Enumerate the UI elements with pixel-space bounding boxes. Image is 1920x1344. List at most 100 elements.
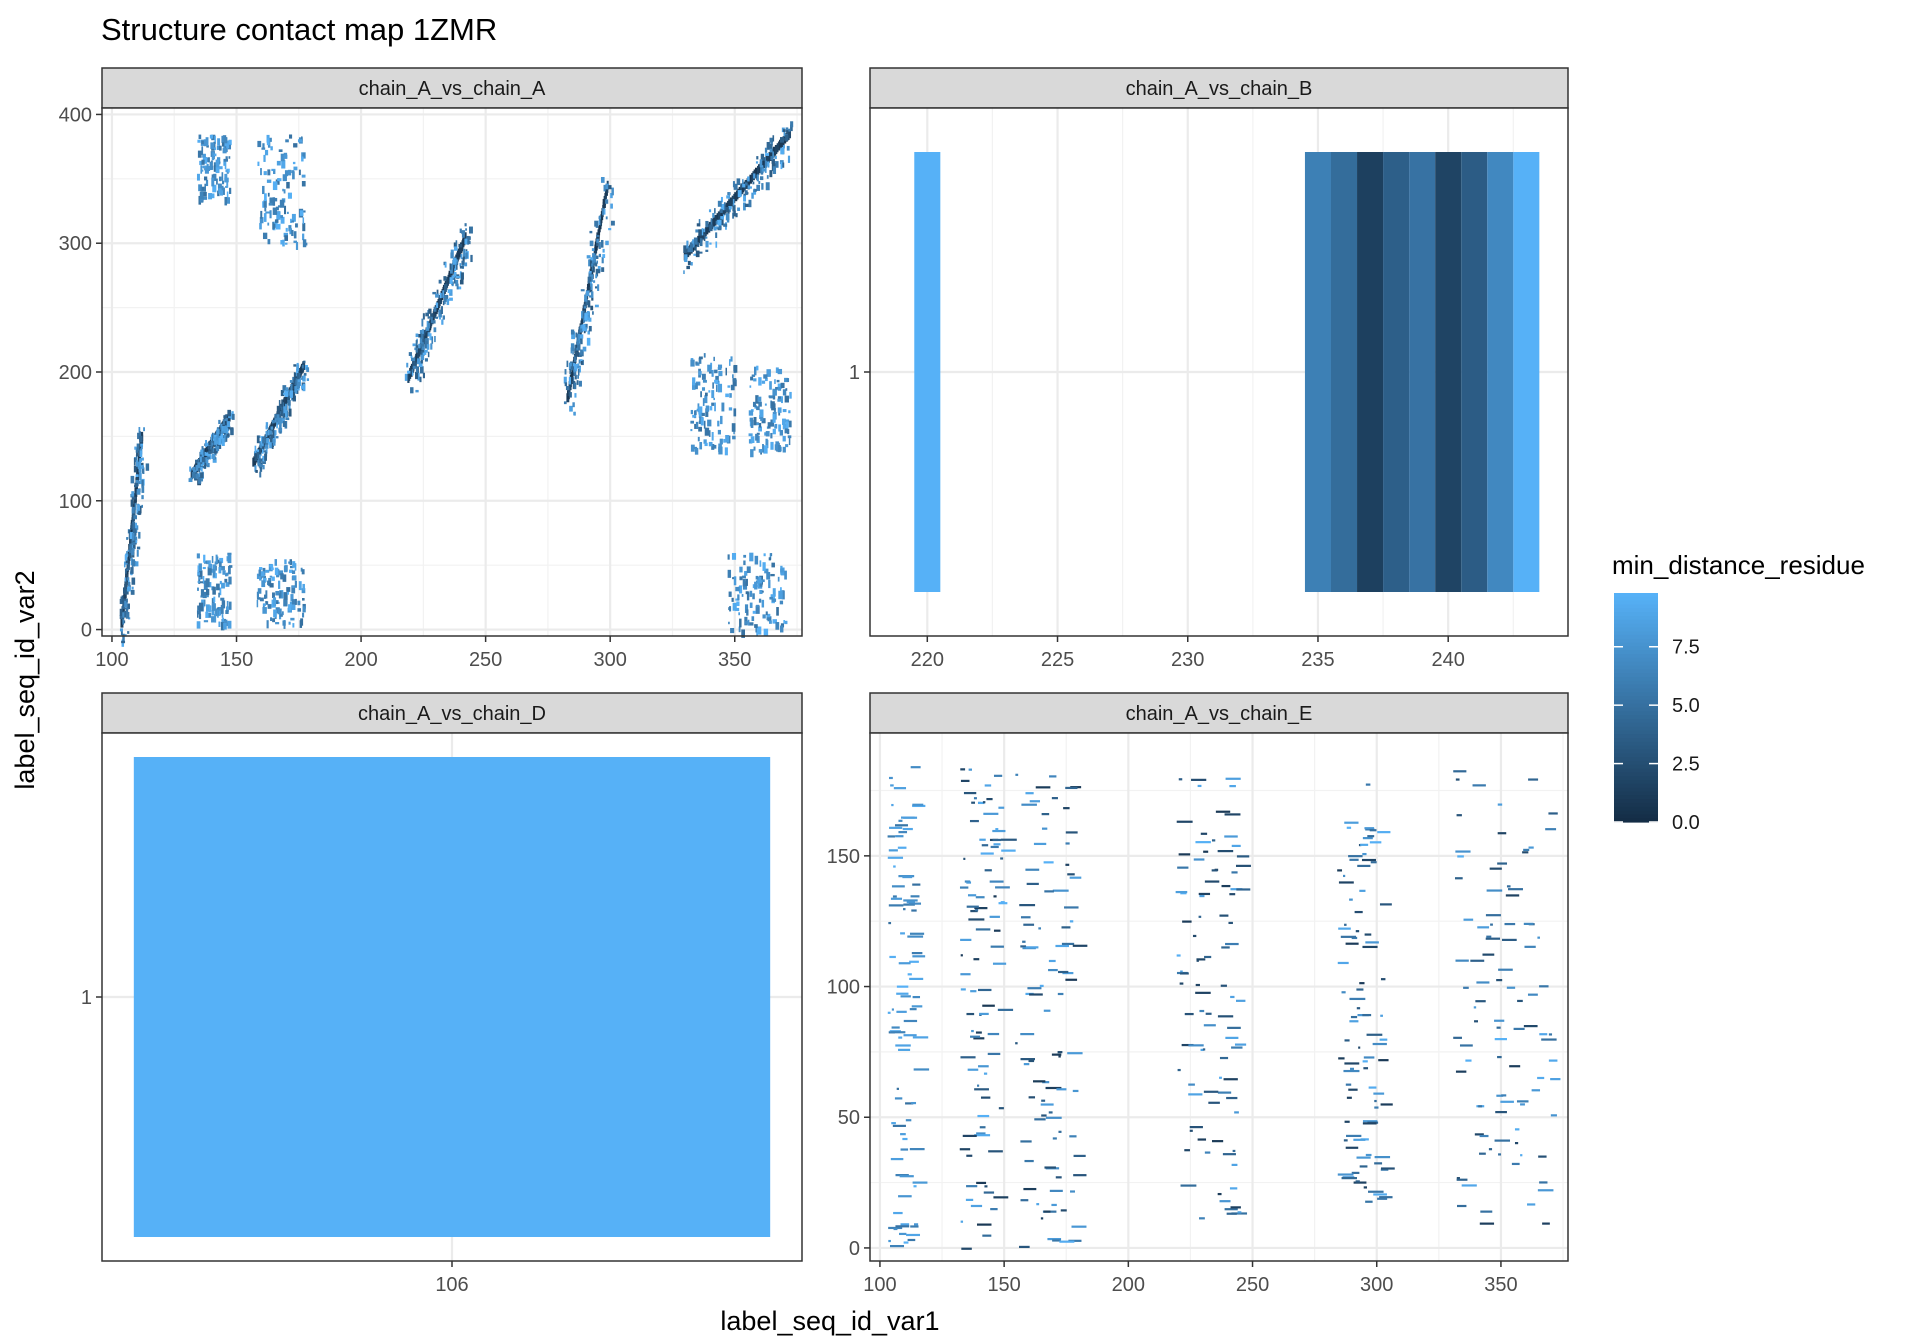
y-tick-label: 1	[81, 987, 92, 1009]
contact-mark	[1023, 1063, 1030, 1066]
contact-mark	[717, 211, 721, 221]
contact-mark	[1048, 1111, 1053, 1114]
contact-mark	[1523, 848, 1530, 851]
contact-mark	[714, 208, 716, 214]
contact-mark	[690, 262, 693, 266]
contact-mark	[220, 604, 224, 614]
contact-mark	[580, 289, 585, 292]
contact-mark	[124, 581, 127, 588]
contact-mark	[453, 275, 456, 284]
contact-mark	[786, 378, 790, 383]
contact-mark	[225, 169, 229, 173]
contact-mark	[763, 374, 768, 379]
contact-mark	[789, 391, 792, 399]
contact-mark	[687, 247, 692, 253]
contact-mark	[754, 581, 758, 590]
contact-mark	[216, 435, 218, 441]
contact-mark	[739, 566, 743, 573]
contact-mark	[571, 331, 576, 340]
contact-mark	[689, 250, 694, 253]
contact-mark	[1217, 1192, 1222, 1196]
contact-mark	[995, 828, 999, 831]
contact-mark	[291, 585, 295, 588]
contact-mark	[278, 570, 284, 576]
contact-mark	[293, 372, 296, 381]
contact-mark	[195, 459, 199, 464]
contact-mark	[591, 248, 595, 252]
contact-mark	[732, 435, 736, 440]
contact-mark	[1208, 1101, 1220, 1104]
contact-mark	[780, 625, 784, 633]
contact-mark	[703, 420, 706, 429]
contact-mark	[970, 990, 977, 993]
contact-mark	[909, 932, 925, 935]
contact-mark	[755, 395, 759, 404]
contact-mark	[1380, 1014, 1383, 1017]
contact-mark	[297, 381, 301, 389]
contact-mark	[962, 1134, 977, 1138]
contact-mark	[900, 1133, 906, 1136]
contact-mark	[717, 367, 722, 370]
contact-mark	[750, 419, 754, 428]
contact-mark	[130, 536, 133, 544]
panel-background	[870, 733, 1568, 1261]
contact-mark	[219, 587, 222, 596]
contact-mark	[120, 631, 123, 636]
contact-mark	[135, 447, 139, 453]
contact-mark	[564, 382, 568, 387]
contact-cluster	[196, 552, 233, 631]
contact-mark	[1341, 1177, 1357, 1180]
contact-mark	[1236, 888, 1251, 891]
contact-mark	[224, 160, 227, 170]
legend-title: min_distance_residue	[1612, 550, 1865, 580]
contact-mark	[138, 461, 141, 469]
contact-mark	[411, 371, 414, 376]
contact-mark	[198, 602, 204, 612]
contact-mark	[1000, 838, 1017, 841]
contact-mark	[747, 185, 751, 189]
contact-mark	[1058, 1055, 1061, 1058]
contact-mark	[221, 614, 224, 618]
contact-mark	[694, 410, 697, 416]
contact-mark	[899, 1175, 914, 1178]
contact-mark	[741, 629, 745, 638]
legend-gradient-step	[1614, 646, 1658, 651]
contact-mark	[785, 444, 789, 448]
contact-mark	[593, 262, 597, 266]
contact-cluster	[404, 223, 473, 394]
contact-mark	[700, 417, 704, 426]
contact-mark	[207, 451, 211, 460]
y-axis-title: label_seq_id_var2	[10, 570, 40, 789]
contact-mark	[224, 146, 227, 150]
contact-mark	[974, 907, 988, 910]
contact-mark	[207, 445, 210, 450]
contact-mark	[279, 430, 282, 434]
contact-mark	[729, 606, 732, 612]
contact-mark	[221, 142, 225, 147]
contact-mark	[590, 305, 594, 311]
contact-mark	[275, 622, 280, 625]
contact-mark	[1461, 1184, 1477, 1187]
x-tick-label: 240	[1432, 649, 1465, 671]
contact-mark	[731, 195, 734, 205]
contact-mark	[285, 403, 287, 411]
contact-mark	[219, 580, 222, 585]
contact-mark	[1496, 1026, 1501, 1029]
contact-mark	[430, 313, 433, 319]
contact-mark	[1356, 1156, 1371, 1159]
contact-mark	[203, 620, 209, 623]
contact-mark	[763, 445, 768, 454]
contact-mark	[586, 312, 590, 319]
contact-mark	[1020, 945, 1027, 948]
contact-mark	[896, 992, 909, 995]
contact-mark	[199, 191, 204, 200]
contact-mark	[301, 136, 303, 141]
contact-mark	[126, 568, 129, 571]
contact-mark	[1020, 1199, 1029, 1202]
contact-mark	[895, 835, 904, 838]
contact-mark	[771, 158, 775, 164]
contact-mark	[216, 583, 220, 591]
legend-gradient-step	[1614, 772, 1658, 777]
contact-mark	[262, 436, 266, 444]
contact-mark	[269, 583, 274, 588]
